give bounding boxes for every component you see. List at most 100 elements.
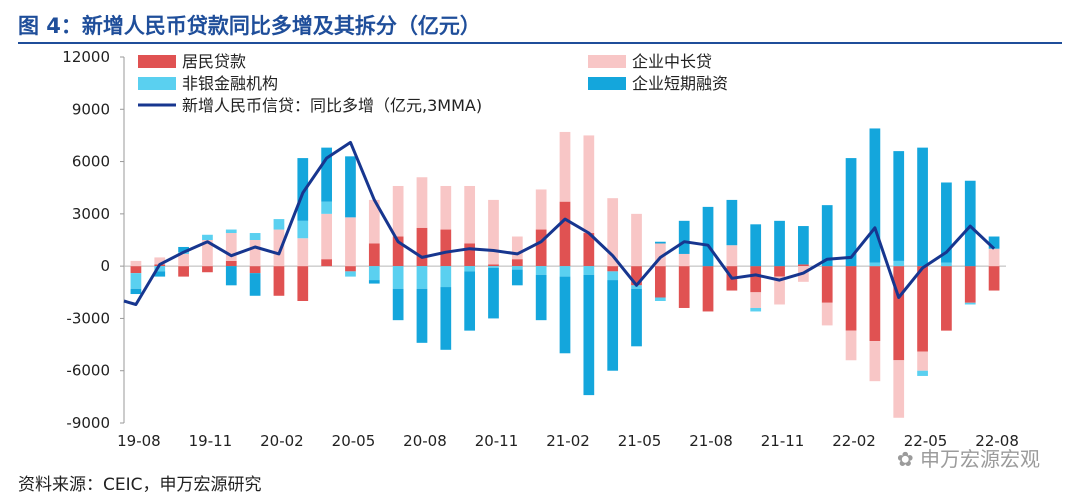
- bar-household: [488, 264, 499, 267]
- bar-corp_mid_long: [821, 302, 833, 326]
- bar-corp_short: [345, 156, 356, 218]
- bar-nonbank: [154, 266, 166, 272]
- bar-corp_short: [917, 147, 928, 267]
- bar-corp_short: [559, 276, 571, 354]
- legend-swatch-corp_mid_long: [588, 55, 626, 68]
- legend-swatch-corp_short: [588, 77, 626, 90]
- x-tick-label: 20-08: [403, 432, 447, 450]
- bar-corp_short: [583, 274, 595, 396]
- bar-corp_mid_long: [225, 233, 237, 261]
- legend-label: 企业中长贷: [632, 52, 712, 71]
- bar-household: [774, 266, 785, 277]
- bar-nonbank: [202, 234, 213, 240]
- bar-corp_short: [631, 288, 642, 347]
- bar-corp_mid_long: [774, 276, 785, 305]
- bar-corp_mid_long: [178, 253, 189, 267]
- bar-household: [821, 266, 833, 303]
- bar-corp_mid_long: [464, 185, 476, 244]
- bar-corp_mid_long: [273, 229, 285, 267]
- bar-corp_mid_long: [988, 248, 1000, 267]
- bar-household: [917, 266, 928, 352]
- y-tick-label: -9000: [66, 414, 110, 432]
- bar-corp_short: [798, 226, 809, 265]
- bar-corp_mid_long: [583, 135, 595, 234]
- bar-household: [392, 236, 404, 267]
- bar-household: [440, 229, 452, 267]
- bar-nonbank: [869, 262, 881, 267]
- x-tick-label: 22-05: [904, 432, 948, 450]
- bar-nonbank: [297, 220, 309, 239]
- bar-corp_mid_long: [345, 217, 356, 267]
- bar-nonbank: [631, 285, 642, 289]
- bar-nonbank: [464, 266, 476, 272]
- bar-household: [583, 233, 595, 267]
- bar-corp_short: [750, 224, 762, 267]
- x-tick-label: 19-11: [189, 432, 233, 450]
- bar-nonbank: [249, 233, 261, 240]
- bar-corp_short: [368, 280, 380, 284]
- bar-nonbank: [321, 201, 332, 214]
- bar-corp_short: [964, 180, 976, 267]
- bar-corp_mid_long: [440, 185, 452, 230]
- legend-label: 新增人民币信贷：同比多增（亿元,3MMA): [182, 96, 482, 115]
- bar-household: [225, 260, 237, 267]
- bar-corp_short: [869, 128, 881, 263]
- bar-corp_mid_long: [631, 213, 642, 267]
- bar-household: [464, 243, 476, 267]
- bar-household: [535, 229, 547, 267]
- bar-corp_mid_long: [845, 330, 857, 361]
- bar-corp_short: [535, 274, 547, 321]
- bar-corp_short: [321, 147, 332, 202]
- bar-corp_short: [726, 199, 738, 246]
- bar-nonbank: [392, 266, 404, 289]
- y-tick-label: -6000: [66, 362, 110, 380]
- bar-nonbank: [511, 266, 523, 270]
- bar-household: [678, 266, 690, 308]
- bar-corp_mid_long: [678, 253, 690, 267]
- bar-household: [202, 266, 213, 273]
- bar-corp_short: [488, 267, 499, 319]
- bar-nonbank: [368, 266, 380, 281]
- bar-nonbank: [225, 229, 237, 234]
- bar-corp_mid_long: [154, 257, 166, 265]
- bar-household: [249, 266, 261, 274]
- y-tick-label: 9000: [72, 100, 110, 118]
- bar-household: [607, 266, 619, 272]
- bar-corp_short: [225, 266, 237, 286]
- bar-corp_short: [297, 158, 309, 221]
- bar-household: [559, 201, 571, 267]
- bar-corp_short: [774, 220, 785, 267]
- bar-corp_mid_long: [607, 198, 619, 267]
- bar-household: [321, 259, 332, 267]
- bar-corp_short: [511, 269, 523, 286]
- bar-corp_mid_long: [654, 243, 666, 267]
- y-tick-label: 3000: [72, 205, 110, 223]
- bar-household: [845, 266, 857, 331]
- y-tick-label: 12000: [62, 48, 110, 66]
- bar-nonbank: [440, 266, 452, 288]
- bar-corp_mid_long: [368, 199, 380, 244]
- bar-corp_mid_long: [750, 292, 762, 308]
- legend-label: 非银金融机构: [182, 74, 278, 93]
- bar-corp_mid_long: [392, 185, 404, 237]
- bar-corp_short: [154, 271, 166, 277]
- bar-nonbank: [273, 219, 285, 230]
- legend-swatch-household: [138, 55, 176, 68]
- bar-corp_mid_long: [917, 351, 928, 371]
- x-tick-label: 21-11: [761, 432, 805, 450]
- bar-household: [654, 266, 666, 298]
- bar-household: [416, 227, 428, 267]
- bar-corp_short: [392, 288, 404, 321]
- x-tick-label: 21-05: [618, 432, 662, 450]
- bar-corp_short: [678, 220, 690, 254]
- bar-household: [750, 266, 762, 293]
- bar-nonbank: [964, 302, 976, 305]
- bar-household: [297, 266, 309, 301]
- bar-corp_short: [416, 288, 428, 343]
- bar-corp_mid_long: [321, 213, 332, 260]
- bar-nonbank: [941, 262, 952, 267]
- x-tick-label: 19-08: [117, 432, 161, 450]
- source-note: 资料来源：CEIC，申万宏源研究: [18, 475, 262, 495]
- x-tick-label: 20-05: [332, 432, 376, 450]
